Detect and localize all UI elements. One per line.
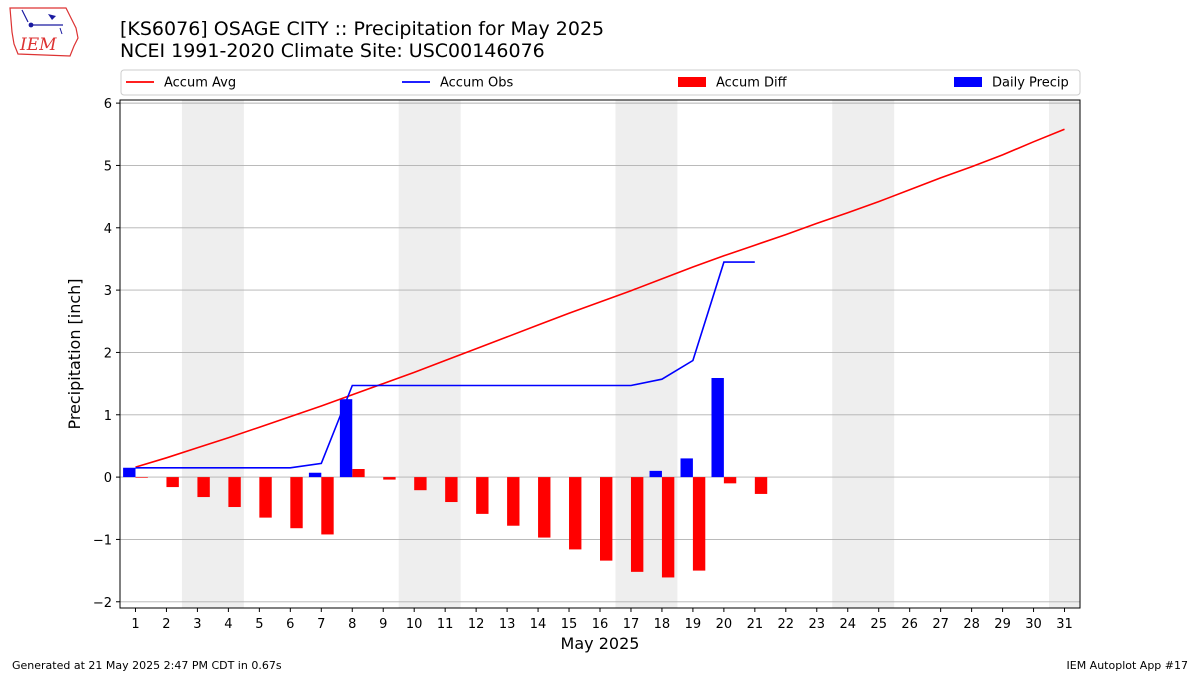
accum-diff-bar <box>445 477 458 503</box>
x-tick-label: 28 <box>963 617 980 632</box>
accum-diff-bar <box>321 477 334 535</box>
x-tick-label: 15 <box>561 617 578 632</box>
accum-diff-bar <box>259 477 272 518</box>
accum-diff-bar <box>600 477 613 561</box>
x-tick-label: 23 <box>809 617 826 632</box>
weekend-band <box>398 100 461 608</box>
x-tick-label: 8 <box>348 617 356 632</box>
accum-diff-bar <box>538 477 551 538</box>
logo-text: IEM <box>19 35 57 55</box>
x-tick-label: 5 <box>255 617 263 632</box>
y-tick-label: 3 <box>104 284 112 299</box>
daily-precip-bar <box>711 377 724 478</box>
weekend-bands <box>181 100 1080 608</box>
accum-diff-bar <box>569 477 582 550</box>
x-tick-label: 30 <box>1025 617 1042 632</box>
accum-obs-line <box>135 261 755 469</box>
accum-diff-bar <box>383 477 396 480</box>
x-tick-label: 1 <box>131 617 139 632</box>
legend-label: Daily Precip <box>992 76 1069 91</box>
x-tick-label: 25 <box>870 617 887 632</box>
accum-diff-bar <box>166 477 179 488</box>
accum-diff-bar <box>352 469 365 478</box>
x-tick-label: 12 <box>468 617 485 632</box>
accum-diff-bar <box>692 477 706 571</box>
weekend-band <box>181 100 244 608</box>
x-tick-label: 27 <box>932 617 949 632</box>
x-tick-label: 9 <box>379 617 387 632</box>
x-tick-label: 7 <box>317 617 325 632</box>
weekend-band <box>1049 100 1080 608</box>
y-tick-label: 5 <box>104 159 112 174</box>
x-tick-label: 10 <box>406 617 423 632</box>
legend-label: Accum Diff <box>716 76 788 91</box>
x-tick-label: 6 <box>286 617 294 632</box>
accum-diff-bar <box>630 477 644 572</box>
legend-swatch <box>954 77 982 87</box>
y-tick-label: 6 <box>104 97 112 112</box>
legend-label: Accum Obs <box>440 76 513 91</box>
footer-generated: Generated at 21 May 2025 2:47 PM CDT in … <box>12 659 282 672</box>
chart-title-line1: [KS6076] OSAGE CITY :: Precipitation for… <box>120 18 604 40</box>
accum-diff-bar <box>135 477 148 478</box>
x-tick-label: 22 <box>778 617 795 632</box>
accum-diff-bar <box>723 477 737 484</box>
x-tick-label: 14 <box>530 617 547 632</box>
x-tick-label: 11 <box>437 617 454 632</box>
x-tick-label: 24 <box>839 617 856 632</box>
series-lines <box>135 128 1065 469</box>
x-tick-label: 20 <box>716 617 733 632</box>
x-tick-label: 18 <box>654 617 671 632</box>
accum-diff-bar <box>476 477 489 514</box>
y-tick-label: −2 <box>93 596 112 611</box>
legend-box <box>120 69 1081 96</box>
accum-diff-bar <box>754 477 768 494</box>
x-tick-label: 16 <box>592 617 609 632</box>
daily-precip-bar <box>339 399 353 478</box>
x-tick-label: 13 <box>499 617 516 632</box>
daily-precip-bar <box>680 458 693 478</box>
x-tick-label: 17 <box>623 617 640 632</box>
legend-swatch <box>678 77 706 87</box>
y-tick-label: 4 <box>104 222 112 237</box>
y-tick-label: −1 <box>93 533 112 548</box>
x-tick-label: 21 <box>747 617 764 632</box>
footer-app-id: IEM Autoplot App #17 <box>1066 659 1189 672</box>
legend: Accum Avg Accum Obs Accum Diff Daily Precip <box>120 69 1081 96</box>
x-tick-label: 29 <box>994 617 1011 632</box>
accum-diff-bar <box>414 477 427 491</box>
x-tick-label: 3 <box>193 617 201 632</box>
accum-avg-line <box>135 128 1065 468</box>
chart-title-line2: NCEI 1991-2020 Climate Site: USC00146076 <box>120 40 545 62</box>
daily-precip-bar <box>308 472 322 478</box>
y-tick-label: 1 <box>104 409 112 424</box>
legend-label: Accum Avg <box>164 76 236 91</box>
y-axis-label: Precipitation [inch] <box>65 278 84 429</box>
iem-logo: IEM <box>9 7 79 57</box>
x-tick-label: 19 <box>685 617 702 632</box>
accum-diff-bar <box>197 477 210 498</box>
accum-diff-bar <box>661 477 675 578</box>
daily-precip-bar <box>123 467 136 478</box>
x-tick-label: 2 <box>162 617 170 632</box>
x-axis-label: May 2025 <box>561 634 640 653</box>
weekend-band <box>832 100 895 608</box>
y-tick-label: 0 <box>104 471 112 486</box>
bars <box>123 377 768 578</box>
plot-frame <box>119 99 1081 609</box>
x-tick-label: 26 <box>901 617 918 632</box>
accum-diff-bar <box>228 477 241 508</box>
x-tick-label: 4 <box>224 617 232 632</box>
accum-diff-bar <box>507 477 520 526</box>
daily-precip-bar <box>649 470 662 478</box>
x-tick-label: 31 <box>1056 617 1073 632</box>
y-tick-label: 2 <box>104 346 112 361</box>
accum-diff-bar <box>290 477 303 529</box>
